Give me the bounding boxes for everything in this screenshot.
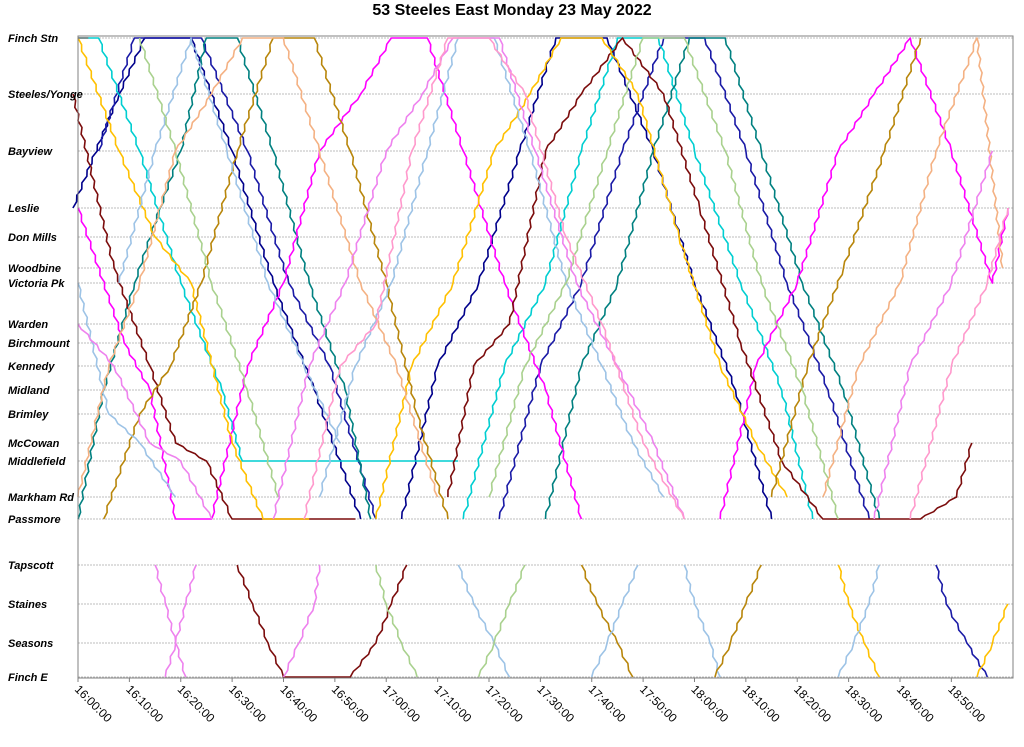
bus-trip-line: [477, 564, 526, 678]
x-tick-label: 17:30:00: [534, 682, 577, 725]
x-tick-label: 17:50:00: [637, 682, 680, 725]
bus-trip-line: [78, 37, 459, 462]
x-tick-label: 17:00:00: [380, 682, 423, 725]
stop-label: Tapscott: [8, 560, 55, 572]
stop-label: McCowan: [8, 438, 60, 450]
stop-label: Seasons: [8, 638, 53, 650]
stop-label: Middlefield: [8, 456, 66, 468]
bus-trip-line: [837, 564, 881, 678]
bus-trip-line: [498, 37, 870, 520]
stop-label: Midland: [8, 385, 50, 397]
bus-trip-line: [77, 323, 213, 520]
stop-label: Brimley: [8, 409, 49, 421]
stop-label: Bayview: [8, 146, 53, 158]
x-tick-label: 18:30:00: [842, 682, 885, 725]
x-tick-label: 16:40:00: [277, 682, 320, 725]
stop-label: Leslie: [8, 203, 39, 215]
bus-trip-line: [683, 564, 721, 678]
bus-trip-line: [154, 564, 187, 678]
stop-label: Birchmount: [8, 338, 71, 350]
x-tick-label: 16:30:00: [226, 682, 269, 725]
bus-trip-line: [72, 37, 362, 520]
bus-trip-line: [138, 37, 280, 498]
stop-label: Staines: [8, 599, 47, 611]
x-tick-label: 17:40:00: [586, 682, 629, 725]
stop-label: Kennedy: [8, 361, 55, 373]
bus-trip-line: [935, 564, 989, 678]
stop-label: Markham Rd: [8, 492, 74, 504]
bus-trip-line: [303, 37, 685, 520]
bus-trip-line: [77, 37, 439, 498]
bus-trip-line: [375, 564, 418, 678]
x-tick-label: 16:00:00: [72, 682, 115, 725]
bus-trip-line: [77, 282, 177, 498]
chart-title: 53 Steeles East Monday 23 May 2022: [372, 2, 652, 19]
stop-label: Don Mills: [8, 232, 57, 244]
stop-label: Woodbine: [8, 263, 61, 275]
bus-trip-line: [909, 207, 1009, 520]
x-tick-label: 18:20:00: [791, 682, 834, 725]
bus-trip-line: [462, 37, 814, 520]
bus-trip-line: [976, 603, 1009, 678]
stop-label: Finch E: [8, 672, 48, 684]
bus-trip-line: [164, 564, 197, 678]
bus-trip-line: [102, 37, 449, 520]
bus-trip-line: [375, 37, 788, 520]
x-tick-label: 16:50:00: [329, 682, 372, 725]
bus-trip-line: [118, 37, 341, 444]
gridlines: [78, 37, 1013, 678]
x-tick-label: 17:20:00: [483, 682, 526, 725]
stop-label: Passmore: [8, 514, 61, 526]
bus-trip-line: [282, 564, 321, 678]
stop-label: Steeles/Yonge: [8, 89, 83, 101]
bus-trip-line: [488, 37, 840, 520]
bus-trip-line: [822, 37, 1004, 498]
x-tick-label: 18:50:00: [945, 682, 988, 725]
x-tick-label: 18:40:00: [894, 682, 937, 725]
bus-trip-line: [544, 37, 881, 520]
bus-trip-line: [318, 37, 665, 498]
x-tick-labels: 16:00:00 16:10:00 16:20:00 16:30:00 16:40:00…: [72, 678, 988, 725]
bus-trip-line: [457, 564, 511, 678]
bus-trip-line: [719, 37, 1009, 520]
x-tick-label: 16:20:00: [175, 682, 218, 725]
bus-trip-line: [236, 564, 408, 678]
series-layer: [72, 37, 1009, 678]
x-tick-label: 18:10:00: [740, 682, 783, 725]
bus-trip-line: [714, 564, 762, 678]
bus-trip-line: [580, 564, 634, 678]
bus-trip-line: [873, 150, 994, 520]
bus-trip-line: [72, 93, 356, 520]
bus-trip-line: [837, 564, 881, 678]
stop-labels: Finch Stn Steeles/Yonge Bayview Leslie Don M…: [8, 33, 83, 684]
bus-trip-line: [590, 564, 639, 678]
x-tick-label: 18:00:00: [688, 682, 731, 725]
bus-trip-line: [770, 37, 922, 498]
stop-label: Finch Stn: [8, 33, 58, 45]
bus-trip-line: [447, 37, 973, 520]
stop-label: Victoria Pk: [8, 278, 65, 290]
x-tick-label: 17:10:00: [431, 682, 474, 725]
stop-label: Warden: [8, 319, 48, 331]
bus-trip-line: [97, 37, 377, 520]
bus-trip-line: [77, 37, 583, 520]
plot-area-border: [77, 35, 1014, 679]
bus-trip-line: [77, 37, 372, 520]
x-tick-label: 16:10:00: [123, 682, 166, 725]
